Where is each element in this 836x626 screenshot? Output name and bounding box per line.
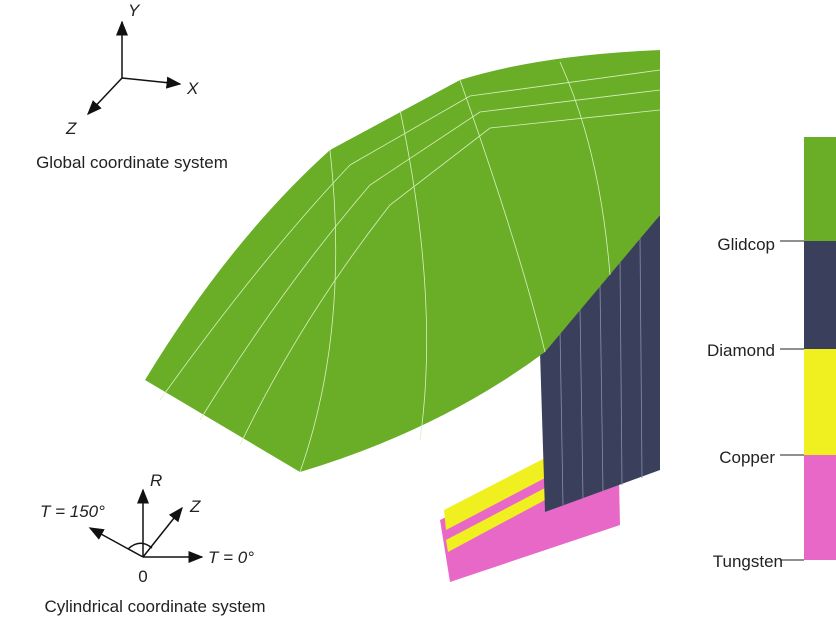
caption: Cylindrical coordinate system — [44, 597, 265, 616]
figure: Y X Z Global coordinate system T = 150° … — [0, 0, 836, 621]
axis-label: R — [150, 471, 162, 490]
model — [145, 50, 660, 582]
axis-label: X — [186, 79, 199, 98]
axis-label: Y — [128, 1, 141, 20]
axis-label: T = 150° — [40, 502, 105, 521]
global-axes: Y X Z Global coordinate system — [36, 1, 228, 172]
legend-label: Diamond — [707, 341, 775, 360]
axis-label: Z — [65, 119, 77, 138]
axis-label: Z — [189, 497, 201, 516]
legend-label: Tungsten — [713, 552, 783, 571]
caption: Global coordinate system — [36, 153, 228, 172]
cylindrical-axes: T = 150° R Z T = 0° 0 Cylindrical coordi… — [40, 471, 266, 616]
legend-label: Copper — [719, 448, 775, 467]
axis-label: T = 0° — [208, 548, 254, 567]
origin-label: 0 — [138, 567, 147, 586]
legend: Glidcop Diamond Copper Tungsten — [707, 137, 836, 571]
legend-label: Glidcop — [717, 235, 775, 254]
